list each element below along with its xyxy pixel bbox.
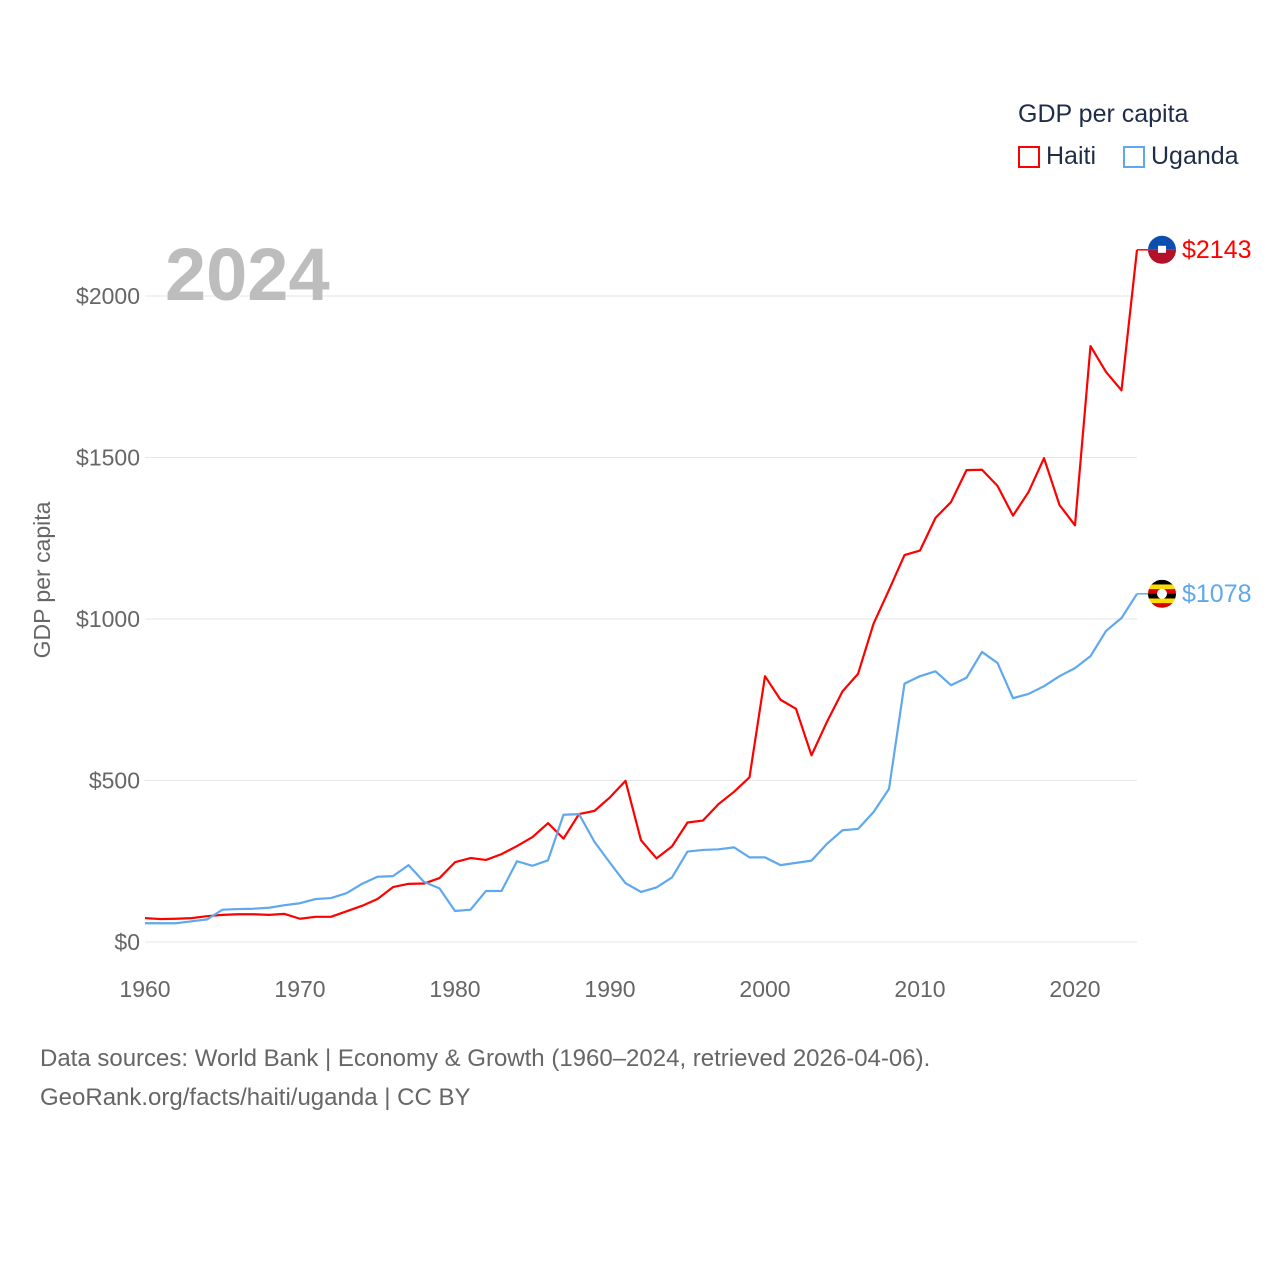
legend-label-uganda: Uganda	[1151, 142, 1239, 170]
legend-swatch-haiti	[1018, 145, 1040, 168]
series-line-uganda	[145, 593, 1138, 925]
legend-swatch-uganda	[1123, 145, 1145, 168]
footer-sources: Data sources: World Bank | Economy & Gro…	[40, 1045, 931, 1072]
uganda-flag-icon	[1148, 598, 1176, 604]
x-tick-label: 1960	[119, 976, 170, 1002]
end-value-label-uganda: $1078	[1182, 580, 1252, 608]
legend-title: GDP per capita	[1018, 100, 1189, 128]
uganda-flag-icon	[1148, 584, 1176, 590]
haiti-flag-emblem	[1158, 245, 1166, 253]
x-tick-label: 1980	[429, 976, 480, 1002]
x-tick-label: 1990	[584, 976, 635, 1002]
x-tick-label: 2010	[894, 976, 945, 1002]
legend-item-uganda[interactable]: Uganda	[1123, 142, 1239, 171]
uganda-flag-emblem	[1157, 588, 1167, 599]
series-line-haiti	[144, 249, 1139, 921]
x-tick-label: 2020	[1049, 976, 1100, 1002]
y-tick-label: $0	[114, 929, 140, 955]
haiti-flag-icon	[1148, 249, 1176, 264]
footer-attribution: GeoRank.org/facts/haiti/uganda | CC BY	[40, 1084, 471, 1111]
legend-label-haiti: Haiti	[1046, 142, 1097, 170]
y-tick-label: $2000	[76, 283, 140, 309]
haiti-flag-icon	[1148, 235, 1176, 250]
uganda-flag-icon	[1148, 603, 1176, 608]
x-tick-label: 1970	[274, 976, 325, 1002]
legend-item-haiti[interactable]: Haiti	[1018, 142, 1096, 171]
y-tick-label: $1500	[76, 445, 140, 471]
uganda-flag-icon	[1148, 579, 1176, 585]
y-axis-label: GDP per capita	[29, 501, 55, 658]
year-title: 2024	[165, 233, 330, 316]
end-value-label-haiti: $2143	[1182, 236, 1252, 264]
y-tick-label: $1000	[76, 606, 140, 632]
x-tick-label: 2000	[739, 976, 790, 1002]
y-tick-label: $500	[89, 768, 140, 794]
